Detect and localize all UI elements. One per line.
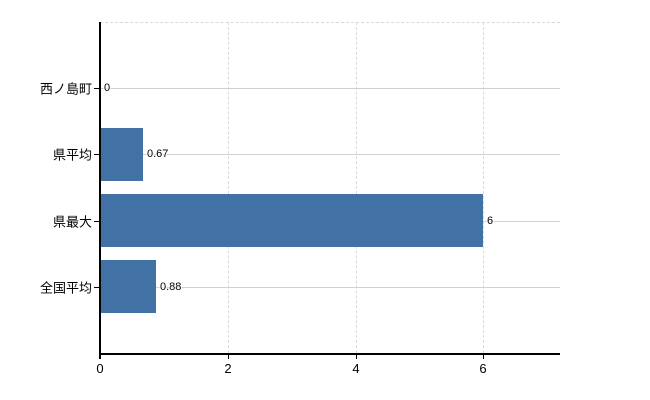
category-label: 西ノ島町 [39, 81, 92, 97]
category-gridline [100, 88, 560, 89]
y-axis-tick [94, 287, 100, 288]
x-axis-tick [228, 353, 229, 359]
y-axis-tick [94, 221, 100, 222]
vertical-gridline [483, 22, 484, 353]
bar-3 [100, 260, 156, 313]
y-axis-tick [94, 88, 100, 89]
vertical-gridline [228, 22, 229, 353]
y-axis-line [99, 22, 101, 359]
plot-top-border [100, 22, 560, 23]
value-label: 0.67 [147, 148, 169, 160]
category-gridline [100, 287, 560, 288]
x-axis-tick [356, 353, 357, 359]
bar-2 [100, 194, 483, 247]
x-axis-tick-label: 6 [479, 361, 487, 376]
plot-area [100, 22, 560, 353]
value-label: 6 [487, 215, 494, 227]
x-axis-tick-label: 0 [96, 361, 104, 376]
x-axis-tick [100, 353, 101, 359]
x-axis-tick [483, 353, 484, 359]
category-label: 県平均 [52, 147, 92, 163]
value-label: 0 [104, 82, 111, 94]
x-axis-tick-label: 2 [224, 361, 232, 376]
x-axis-tick-label: 4 [352, 361, 360, 376]
y-axis-tick [94, 154, 100, 155]
x-axis-line [100, 353, 560, 355]
category-label: 県最大 [52, 214, 92, 230]
value-label: 0.88 [160, 281, 182, 293]
vertical-gridline [356, 22, 357, 353]
bar-1 [100, 128, 143, 181]
category-label: 全国平均 [39, 280, 92, 296]
category-gridline [100, 154, 560, 155]
